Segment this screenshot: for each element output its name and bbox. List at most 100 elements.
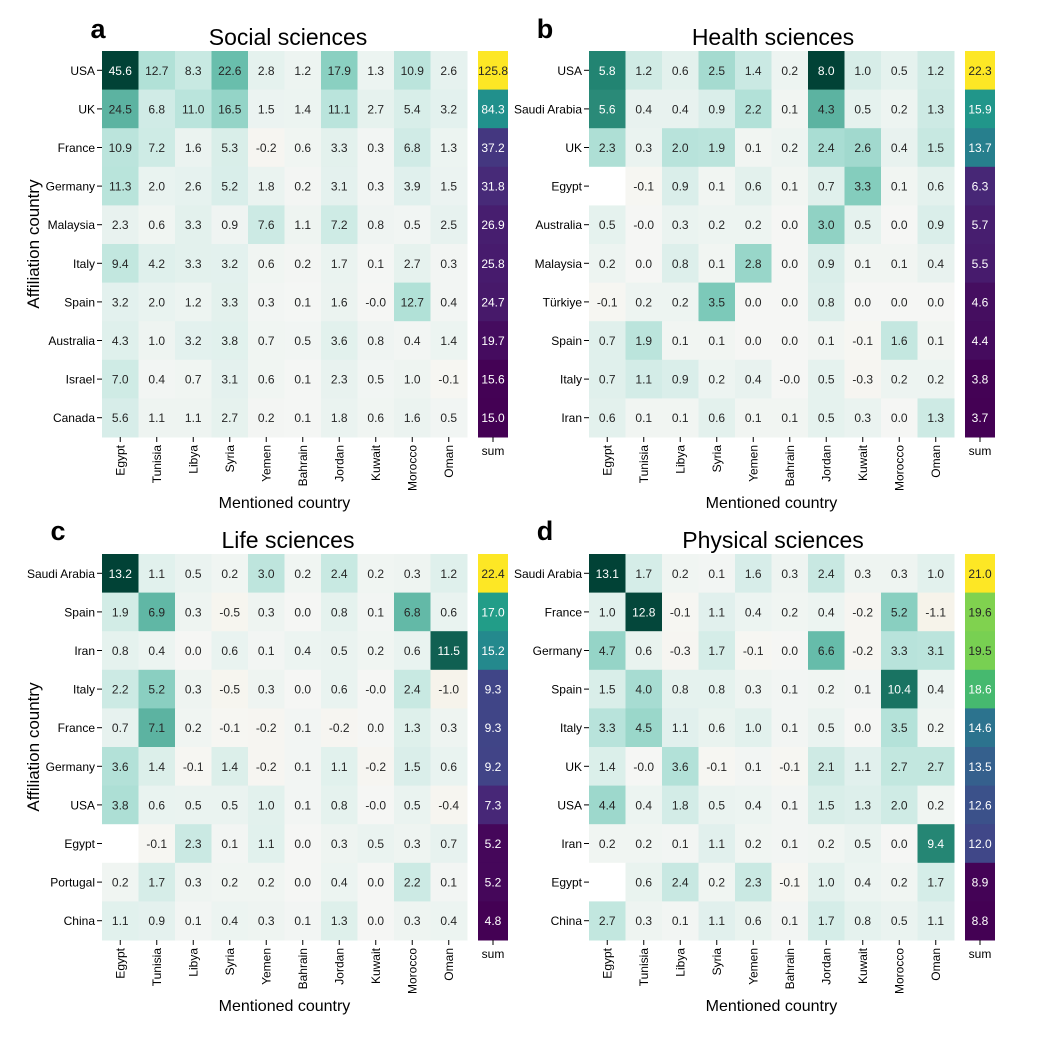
x-tick-label: Jordan: [819, 948, 833, 985]
heatmap-cell: [844, 901, 882, 941]
y-tick-label: UK: [565, 141, 582, 155]
heatmap-cell: [211, 282, 249, 322]
heatmap-cell: [625, 708, 663, 748]
heatmap-cell: [284, 359, 322, 399]
cell-label: 0.1: [708, 567, 725, 581]
cell-label: 0.2: [818, 837, 835, 851]
sum-cell: [965, 128, 995, 168]
heatmap-cell: [138, 166, 176, 206]
cell-label: 12.7: [401, 295, 425, 309]
sum-label: 26.9: [481, 218, 505, 232]
cell-label: -1.1: [925, 605, 946, 619]
heatmap-cell: [321, 631, 358, 671]
heatmap-cell: [881, 128, 918, 168]
heatmap-cell: [321, 166, 358, 206]
heatmap-cell: [175, 89, 212, 129]
heatmap-cell: [881, 669, 918, 709]
cell-label: -0.2: [365, 760, 386, 774]
heatmap-cell: [284, 554, 322, 594]
sum-label: 13.7: [968, 141, 992, 155]
cell-label: 1.7: [818, 914, 835, 928]
cell-label: 0.0: [635, 257, 652, 271]
heatmap-cell: [394, 862, 431, 902]
sum-cell: [478, 824, 508, 864]
cell-label: 0.2: [294, 180, 311, 194]
cell-label: 3.9: [404, 180, 421, 194]
heatmap-cell: [735, 631, 772, 671]
y-tick-label: Egypt: [551, 180, 582, 194]
sum-cell: [965, 901, 995, 941]
cell-label: 1.1: [635, 373, 652, 387]
heatmap-cell: [357, 166, 395, 206]
cell-label: 0.0: [781, 218, 798, 232]
cell-label: 0.8: [854, 914, 871, 928]
heatmap-cell: [284, 244, 322, 284]
cell-label: 0.3: [672, 218, 689, 232]
cell-label: 0.4: [745, 605, 762, 619]
cell-label: 1.1: [112, 914, 129, 928]
heatmap-cell: [102, 166, 139, 206]
cell-label: 0.3: [404, 567, 421, 581]
cell-label: 1.9: [635, 334, 652, 348]
cell-label: 10.9: [401, 64, 425, 78]
cell-label: 0.2: [781, 64, 798, 78]
cell-label: 3.5: [708, 295, 725, 309]
cell-label: 0.5: [854, 102, 871, 116]
heatmap-cell: [175, 901, 212, 941]
cell-label: 0.8: [367, 218, 384, 232]
heatmap-cell: [771, 128, 809, 168]
panel-d: d Physical sciences 13.1 1.7 0.2 0.1 1.6 0.3 2.4…: [514, 516, 995, 1015]
cell-label: 1.3: [367, 64, 384, 78]
cell-label: 0.7: [818, 180, 835, 194]
heatmap-cell: [102, 747, 139, 787]
sum-label: 125.8: [478, 64, 508, 78]
cell-label: 1.2: [185, 295, 202, 309]
heatmap-cell: [589, 205, 626, 245]
y-tick-label: Spain: [64, 605, 95, 619]
heatmap-cell: [808, 824, 845, 864]
cell-label: 0.1: [294, 760, 311, 774]
heatmap-cell: [394, 398, 431, 438]
cell-label: 6.9: [148, 605, 165, 619]
cell-label: 0.1: [258, 644, 275, 658]
cell-label: 1.9: [112, 605, 129, 619]
heatmap-cell: [735, 554, 772, 594]
heatmap-cell: [625, 631, 663, 671]
heatmap-cell: [102, 321, 139, 361]
heatmap-cell: [698, 554, 736, 594]
cell-label: 6.8: [404, 605, 421, 619]
heatmap-cell: [284, 321, 322, 361]
cell-label: -0.5: [219, 605, 240, 619]
x-tick-label: Oman: [929, 948, 943, 981]
heatmap-cell: [881, 901, 918, 941]
cell-label: 2.7: [599, 914, 616, 928]
cell-label: 3.3: [891, 644, 908, 658]
heatmap-cell: [394, 128, 431, 168]
cell-label: 2.0: [148, 295, 165, 309]
cell-label: 0.1: [745, 141, 762, 155]
cell-label: 0.1: [818, 334, 835, 348]
sum-label: 6.3: [972, 180, 989, 194]
cell-label: 0.1: [781, 914, 798, 928]
cell-label: 0.4: [927, 257, 944, 271]
sum-cell: [965, 89, 995, 129]
cell-label: 0.0: [745, 334, 762, 348]
cell-label: 3.1: [221, 373, 238, 387]
cell-label: 0.2: [818, 683, 835, 697]
cell-label: 22.6: [218, 64, 242, 78]
sum-label: 5.5: [972, 257, 989, 271]
cell-label: 0.5: [331, 644, 348, 658]
cell-label: 0.6: [635, 644, 652, 658]
heatmap-cell: [808, 708, 845, 748]
heatmap-cell: [357, 592, 395, 632]
panel-title: Physical sciences: [682, 527, 864, 553]
heatmap-cell: [808, 89, 845, 129]
sum-cell: [965, 747, 995, 787]
heatmap-cell: [589, 747, 626, 787]
sum-label: 22.3: [968, 64, 992, 78]
cell-label: 2.4: [818, 567, 835, 581]
cell-label: 0.3: [258, 683, 275, 697]
heatmap-cell: [735, 51, 772, 91]
heatmap-cell: [917, 244, 955, 284]
heatmap-cell: [284, 708, 322, 748]
